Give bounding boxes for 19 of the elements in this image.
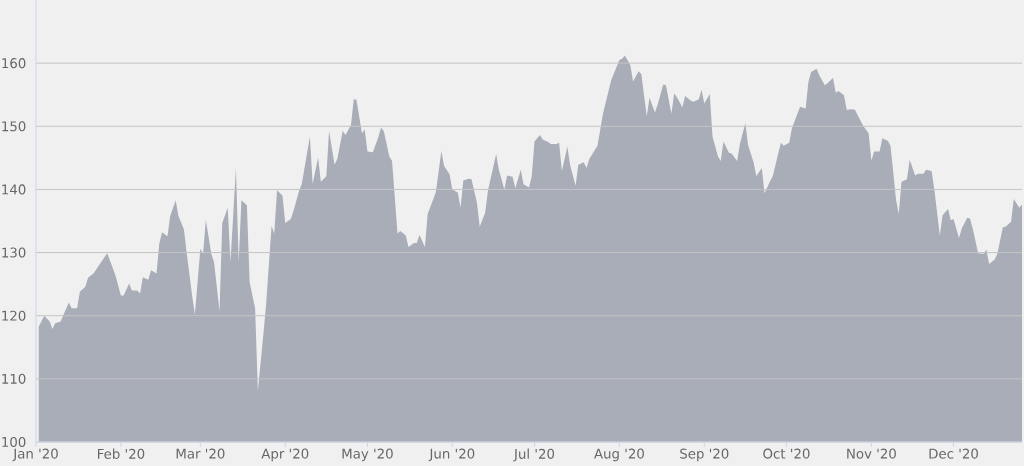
x-tick-label: Feb '20 <box>98 448 145 459</box>
x-tick-label: Nov '20 <box>847 448 896 459</box>
y-tick-label: 100 <box>2 436 26 448</box>
x-tick-label: Sep '20 <box>680 448 729 462</box>
y-tick-label: 160 <box>2 58 26 69</box>
x-tick-label: Jan '20 <box>12 448 58 462</box>
x-tick-label: Aug '20 <box>594 448 644 462</box>
y-tick-label: 130 <box>2 247 26 258</box>
x-tick-label: Oct '20 <box>763 448 810 459</box>
x-tick-label: Jul '20 <box>513 448 555 462</box>
y-tick-label: 120 <box>2 310 26 321</box>
x-tick-label: Mar '20 <box>176 448 225 459</box>
x-tick-label: May '20 <box>342 448 393 462</box>
y-tick-label: 110 <box>2 373 26 384</box>
y-tick-label: 140 <box>2 184 26 195</box>
y-tick-label: 150 <box>2 121 26 132</box>
x-tick-label: Jun '20 <box>428 448 475 462</box>
x-tick-label: Dec '20 <box>929 448 978 459</box>
x-tick-label: Apr '20 <box>261 448 309 462</box>
